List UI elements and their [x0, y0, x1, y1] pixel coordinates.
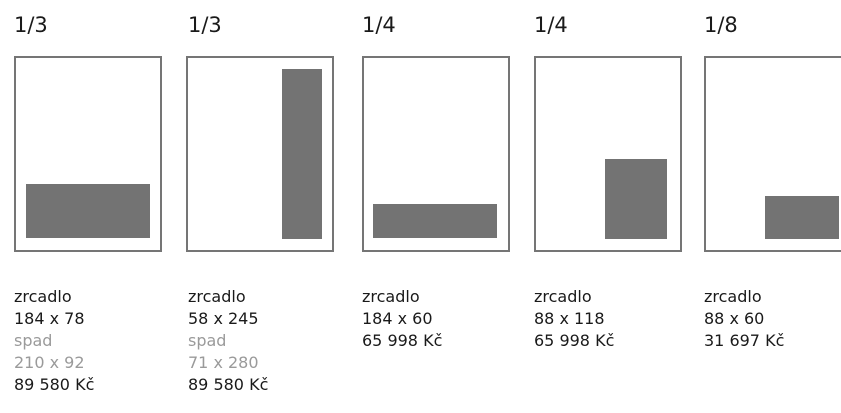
ad-area [605, 159, 667, 239]
size-value: 88 x 60 [704, 309, 765, 328]
page-thumbnail [186, 56, 334, 252]
size-value: 58 x 245 [188, 309, 259, 328]
label-spad: spad [14, 331, 53, 350]
ad-info: zrcadlo 58 x 245 spad 71 x 280 89 580 Kč [188, 286, 268, 396]
label-zrcadlo: zrcadlo [534, 287, 592, 306]
ad-info: zrcadlo 184 x 60 65 998 Kč [362, 286, 442, 352]
size-value: 184 x 78 [14, 309, 85, 328]
ad-fraction: 1/4 [534, 13, 568, 37]
ad-info: zrcadlo 88 x 60 31 697 Kč [704, 286, 784, 352]
price: 89 580 Kč [188, 375, 269, 394]
page-thumbnail [362, 56, 510, 252]
ad-area [26, 184, 150, 238]
ad-fraction: 1/8 [704, 13, 738, 37]
ad-area [282, 69, 322, 239]
price: 31 697 Kč [704, 331, 785, 350]
page-thumbnail [14, 56, 162, 252]
ad-area [373, 204, 497, 238]
bleed-size-value: 210 x 92 [14, 353, 85, 372]
label-zrcadlo: zrcadlo [188, 287, 246, 306]
label-zrcadlo: zrcadlo [704, 287, 762, 306]
ad-fraction: 1/3 [14, 13, 48, 37]
price: 89 580 Kč [14, 375, 95, 394]
price: 65 998 Kč [534, 331, 615, 350]
size-value: 184 x 60 [362, 309, 433, 328]
size-value: 88 x 118 [534, 309, 605, 328]
label-zrcadlo: zrcadlo [14, 287, 72, 306]
ad-fraction: 1/4 [362, 13, 396, 37]
price: 65 998 Kč [362, 331, 443, 350]
ad-info: zrcadlo 88 x 118 65 998 Kč [534, 286, 614, 352]
label-spad: spad [188, 331, 227, 350]
page-thumbnail [534, 56, 682, 252]
ad-info: zrcadlo 184 x 78 spad 210 x 92 89 580 Kč [14, 286, 94, 396]
page-thumbnail [704, 56, 841, 252]
ad-fraction: 1/3 [188, 13, 222, 37]
bleed-size-value: 71 x 280 [188, 353, 259, 372]
label-zrcadlo: zrcadlo [362, 287, 420, 306]
ad-area [765, 196, 839, 239]
